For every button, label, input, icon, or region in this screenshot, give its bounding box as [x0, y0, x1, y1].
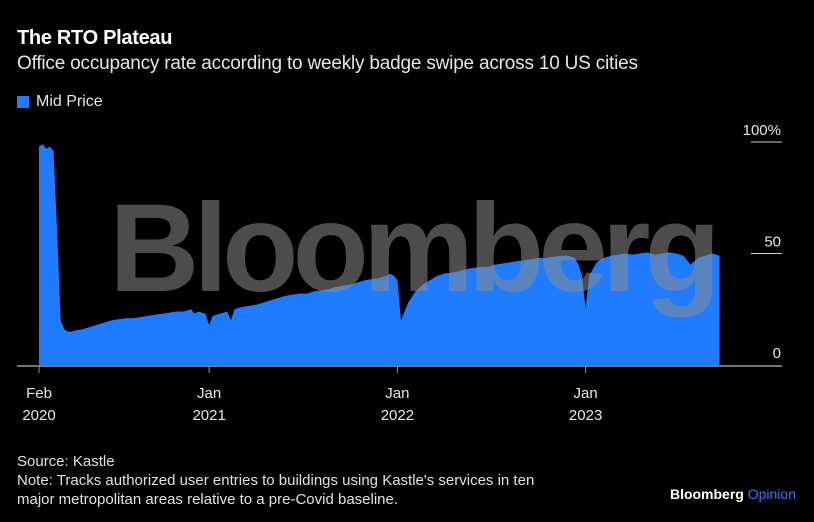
watermark: Bloomberg [109, 179, 715, 318]
y-tick-label: 100% [743, 122, 781, 139]
x-tick-label: Jan [574, 385, 598, 402]
chart-title: The RTO Plateau [17, 27, 173, 49]
y-tick-label: 50 [764, 234, 781, 251]
legend: Mid Price [17, 93, 103, 111]
x-tick-label: 2021 [192, 407, 225, 424]
x-tick-label: 2020 [22, 407, 55, 424]
note-line-2: major metropolitan areas relative to a p… [17, 491, 399, 508]
x-tick-label: Jan [385, 385, 409, 402]
axis-layer: 100% 50 0 Feb 2020 Jan 2021 Jan 2022 Jan 2023 [17, 122, 782, 424]
x-tick-label: Jan [197, 385, 221, 402]
x-tick-label: Feb [26, 385, 52, 402]
brand-suffix: Opinion [747, 486, 796, 502]
series-area-mid-price [39, 144, 720, 365]
chart-subtitle: Office occupancy rate according to weekl… [17, 53, 638, 74]
x-tick-label: 2022 [381, 407, 414, 424]
brand-logo: Bloomberg Opinion [670, 486, 796, 502]
x-tick-label: 2023 [569, 407, 602, 424]
legend-label: Mid Price [36, 93, 103, 110]
source-text: Source: Kastle [17, 453, 115, 470]
brand-name: Bloomberg [669, 486, 744, 502]
area-layer [39, 144, 720, 365]
y-tick-label: 0 [773, 345, 781, 362]
footer: Source: Kastle Note: Tracks authorized u… [17, 452, 534, 509]
note-line-1: Note: Tracks authorized user entries to … [17, 472, 535, 489]
legend-swatch [17, 96, 29, 108]
